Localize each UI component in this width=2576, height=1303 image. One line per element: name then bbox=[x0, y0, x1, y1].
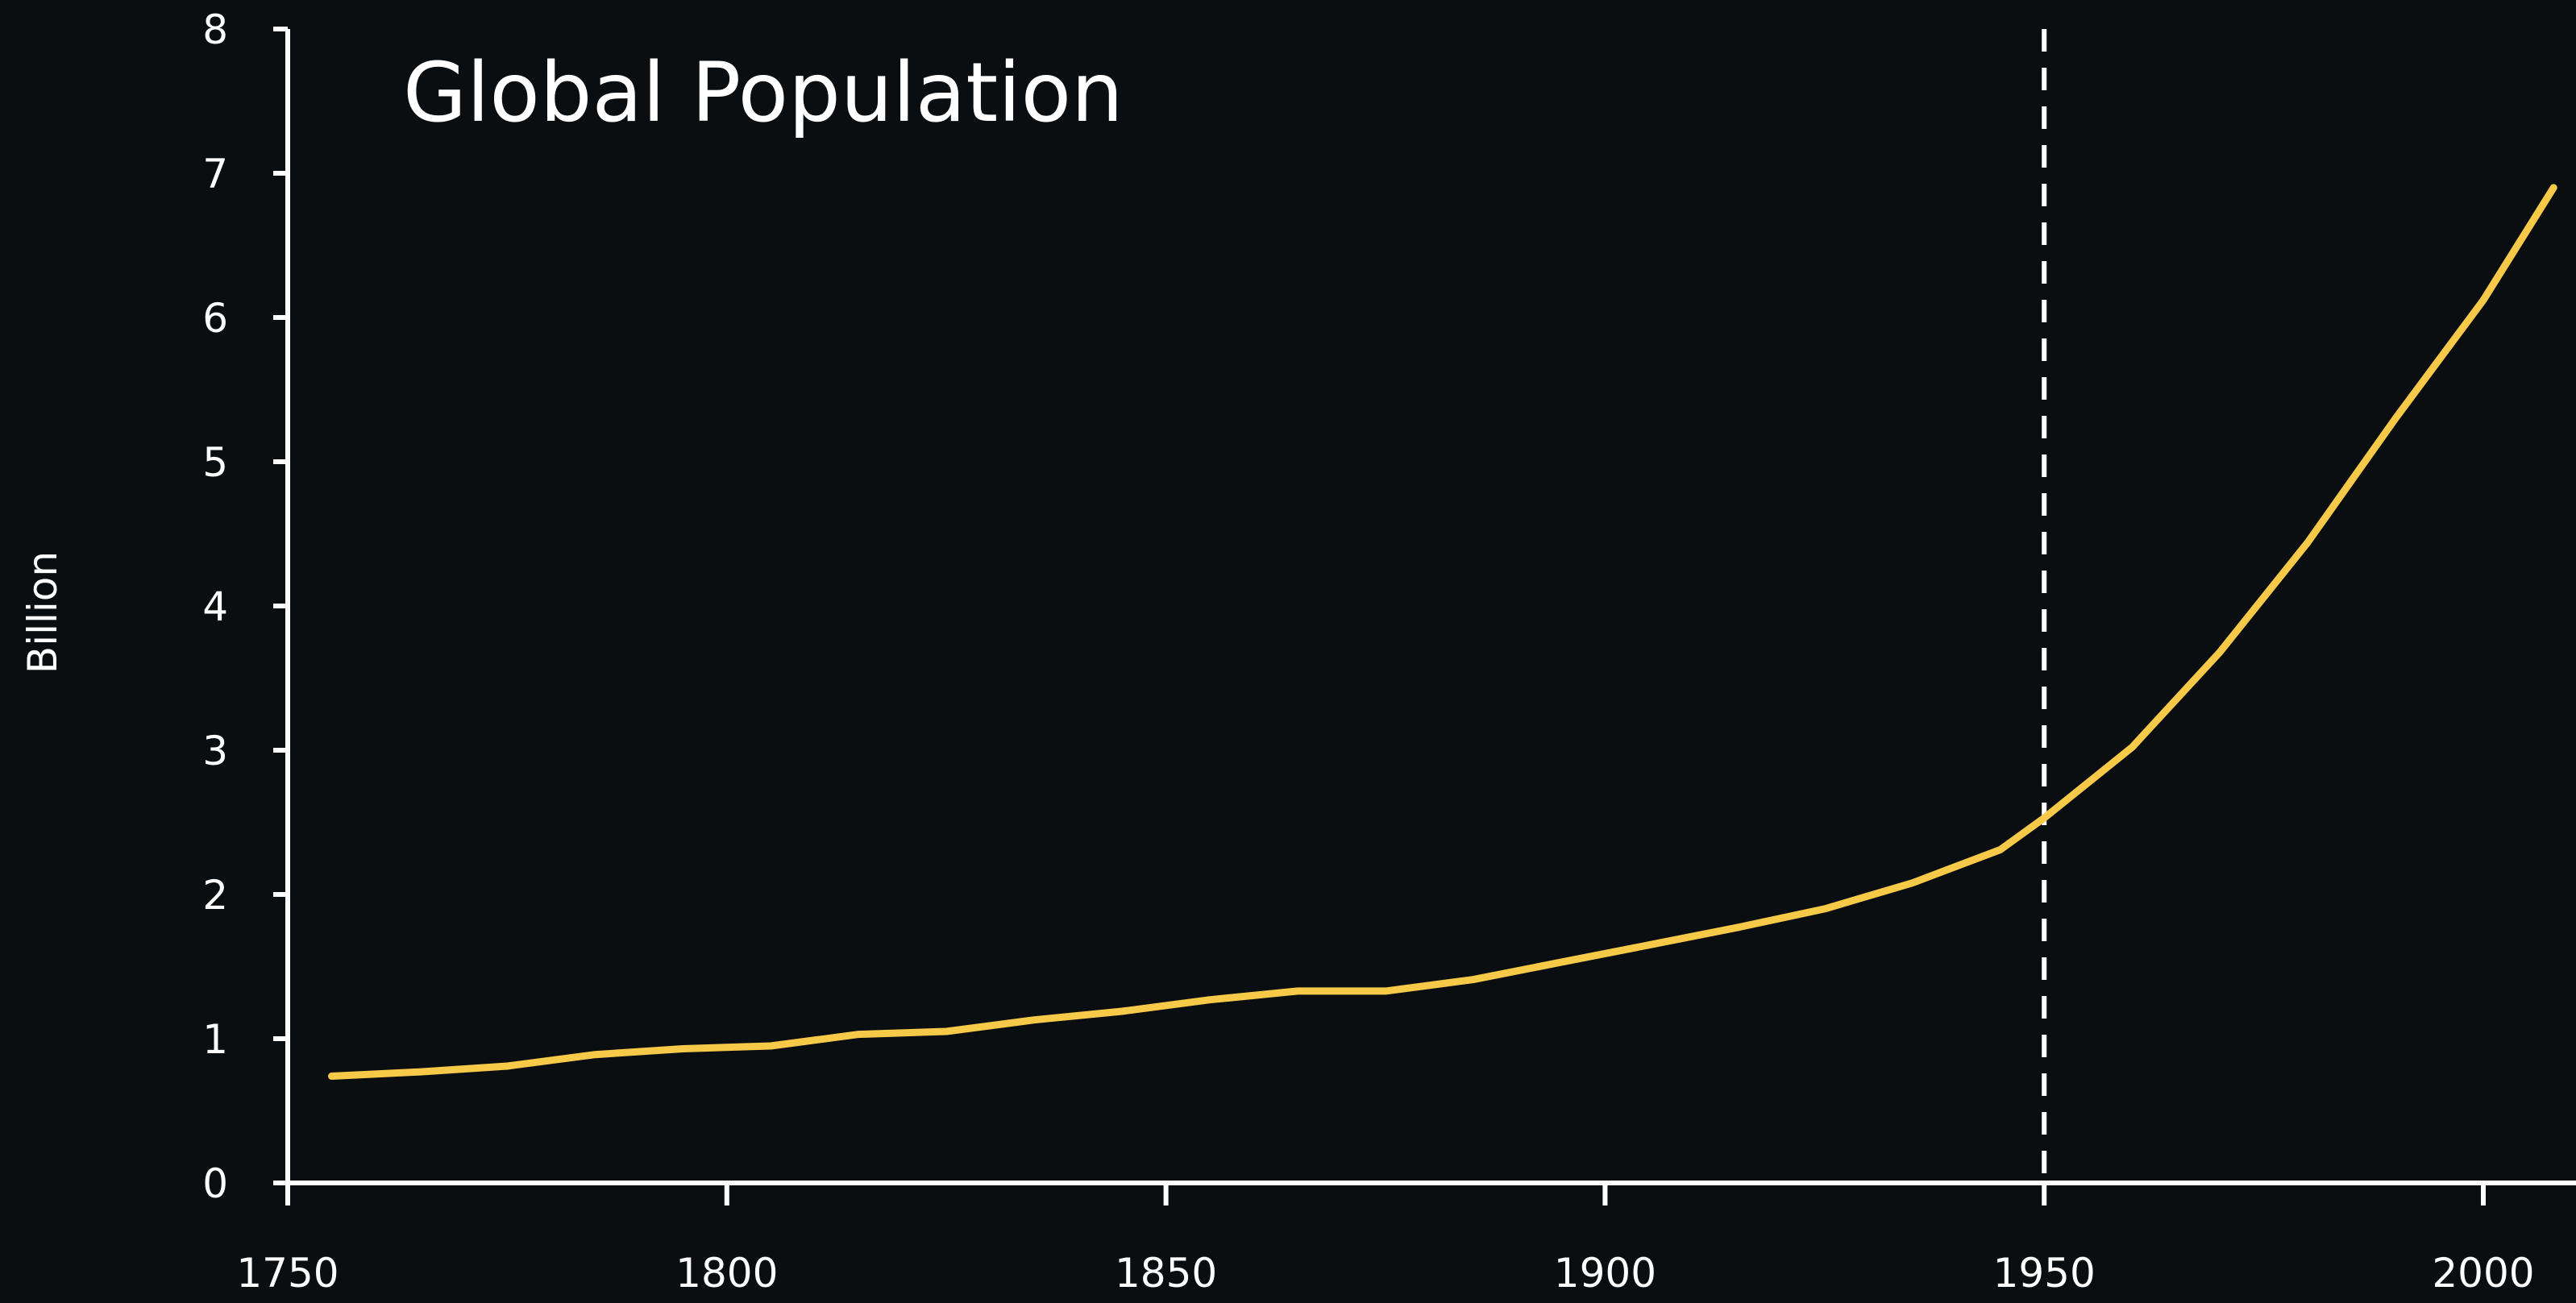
x-axis-ticks: 1750 1800 1850 1900 1950 2000 bbox=[236, 1183, 2535, 1297]
y-tick-label-4: 4 bbox=[202, 583, 228, 630]
y-tick-label-5: 5 bbox=[202, 439, 228, 486]
y-axis-label: Billion bbox=[19, 551, 66, 674]
x-tick-label-1850: 1850 bbox=[1115, 1250, 1217, 1297]
y-tick-label-6: 6 bbox=[202, 295, 228, 342]
y-tick-label-0: 0 bbox=[202, 1160, 228, 1207]
y-axis-ticks: 0 1 2 3 4 5 6 7 8 bbox=[202, 6, 288, 1207]
x-tick-label-2000: 2000 bbox=[2432, 1250, 2534, 1297]
y-tick-label-8: 8 bbox=[202, 6, 228, 53]
chart-title: Global Population bbox=[403, 45, 1124, 141]
series-line-0 bbox=[328, 184, 2557, 1080]
x-tick-label-1900: 1900 bbox=[1554, 1250, 1656, 1297]
y-tick-label-7: 7 bbox=[202, 151, 228, 197]
y-tick-label-1: 1 bbox=[202, 1016, 228, 1063]
series-layer bbox=[328, 184, 2557, 1080]
x-tick-label-1750: 1750 bbox=[236, 1250, 339, 1297]
x-tick-label-1800: 1800 bbox=[675, 1250, 778, 1297]
y-tick-label-3: 3 bbox=[202, 728, 228, 774]
x-tick-label-1950: 1950 bbox=[1993, 1250, 2096, 1297]
y-tick-label-2: 2 bbox=[202, 872, 228, 919]
